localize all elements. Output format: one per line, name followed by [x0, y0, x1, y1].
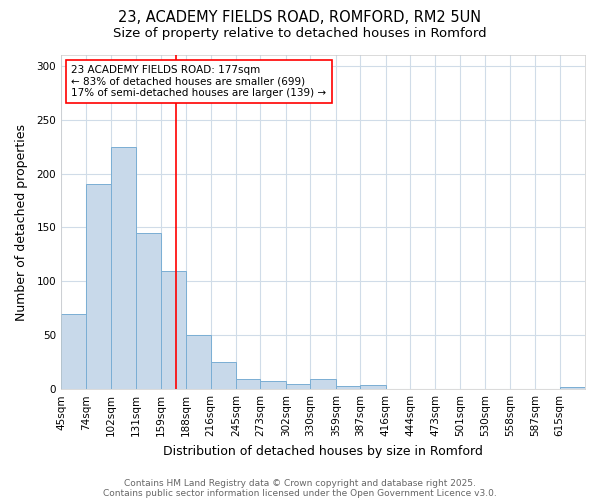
Bar	[186, 336, 211, 389]
Bar	[86, 184, 111, 389]
Y-axis label: Number of detached properties: Number of detached properties	[15, 124, 28, 320]
Text: 23 ACADEMY FIELDS ROAD: 177sqm
← 83% of detached houses are smaller (699)
17% of: 23 ACADEMY FIELDS ROAD: 177sqm ← 83% of …	[71, 65, 326, 98]
Bar	[260, 380, 286, 389]
Text: 23, ACADEMY FIELDS ROAD, ROMFORD, RM2 5UN: 23, ACADEMY FIELDS ROAD, ROMFORD, RM2 5U…	[118, 10, 482, 25]
Bar	[335, 386, 360, 389]
Text: Contains public sector information licensed under the Open Government Licence v3: Contains public sector information licen…	[103, 488, 497, 498]
Bar	[286, 384, 310, 389]
Bar	[236, 380, 260, 389]
Bar	[61, 314, 86, 389]
Text: Contains HM Land Registry data © Crown copyright and database right 2025.: Contains HM Land Registry data © Crown c…	[124, 478, 476, 488]
Bar	[310, 380, 335, 389]
Bar	[161, 270, 186, 389]
Bar	[211, 362, 236, 389]
Bar	[560, 387, 585, 389]
X-axis label: Distribution of detached houses by size in Romford: Distribution of detached houses by size …	[163, 444, 483, 458]
Text: Size of property relative to detached houses in Romford: Size of property relative to detached ho…	[113, 28, 487, 40]
Bar	[360, 385, 386, 389]
Bar	[136, 233, 161, 389]
Bar	[111, 146, 136, 389]
